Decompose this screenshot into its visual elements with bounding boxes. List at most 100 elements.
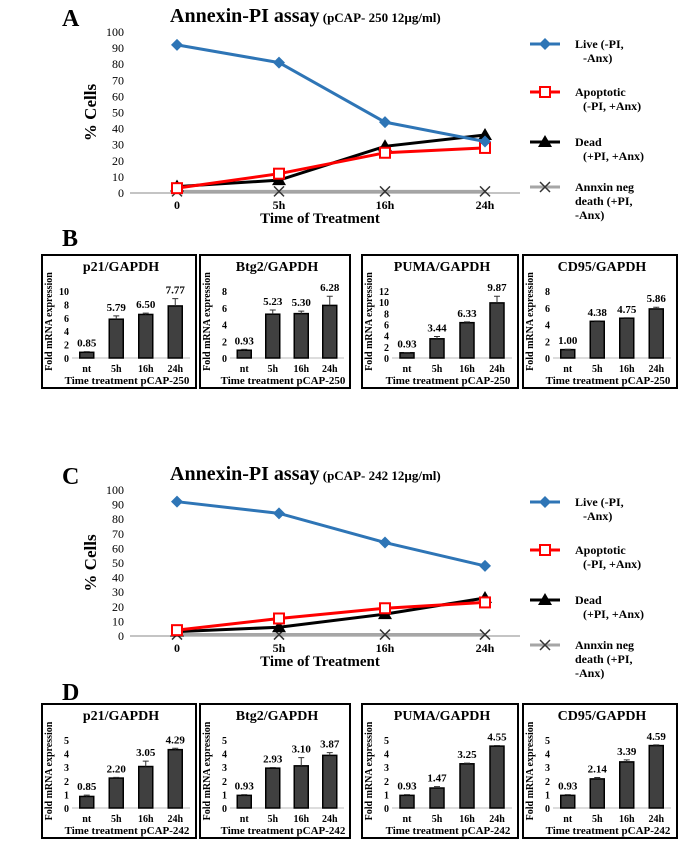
x-tick-label: nt (403, 814, 413, 825)
y-tick-label: 4 (64, 750, 69, 761)
data-label: 0.93 (397, 781, 417, 793)
legend-label: Apoptotic (575, 85, 626, 99)
y-tick-label: 1 (384, 790, 389, 801)
y-tick-label: 8 (545, 287, 550, 298)
error-bar (298, 310, 305, 314)
bar (138, 765, 154, 809)
x-tick-label: 5h (267, 364, 278, 375)
bar (399, 794, 415, 809)
x-tick-label: 5h (111, 364, 122, 375)
y-tick-label: 30 (112, 585, 124, 599)
y-tick-label: 30 (112, 138, 124, 152)
legend-label: (+PI, +Anx) (583, 607, 644, 621)
x-tick-label: nt (240, 814, 250, 825)
y-tick-label: 2 (64, 341, 69, 352)
x-tick-label: 5h (111, 814, 122, 825)
y-axis-label: Fold mRNA expression (525, 721, 536, 820)
y-tick-label: 3 (384, 763, 389, 774)
data-point (478, 128, 492, 141)
error-bar (241, 794, 248, 796)
panel-label: A (62, 6, 80, 32)
y-tick-label: 4 (222, 750, 227, 761)
y-tick-label: 70 (112, 73, 124, 87)
bar (648, 744, 664, 809)
data-point (379, 536, 391, 549)
data-point (273, 612, 285, 625)
error-bar (404, 794, 410, 796)
y-tick-label: 4 (222, 321, 227, 332)
bar-chart-title: p21/GAPDH (83, 709, 159, 724)
x-tick-label: 16h (619, 364, 635, 375)
bar (236, 349, 252, 359)
x-tick-label: 16h (459, 814, 475, 825)
x-tick-label: 24h (322, 814, 338, 825)
data-label: 0.85 (77, 781, 97, 793)
data-label: 0.93 (235, 335, 255, 347)
data-point (273, 507, 285, 520)
bar (560, 348, 576, 359)
x-tick-label: 24h (476, 641, 495, 655)
error-bar (172, 298, 179, 306)
x-tick-label: 5h (432, 364, 443, 375)
y-tick-label: 8 (222, 287, 227, 298)
y-tick-label: 90 (112, 498, 124, 512)
data-label: 6.28 (320, 282, 340, 294)
x-tick-label: nt (240, 364, 250, 375)
series-line-0 (176, 500, 486, 568)
bar (322, 754, 338, 809)
bar (167, 305, 183, 359)
error-bar (326, 295, 333, 306)
legend-label: Live (-PI, (575, 495, 624, 509)
x-tick-label: 24h (476, 198, 495, 212)
x-tick-label: 16h (138, 364, 154, 375)
bar (167, 748, 183, 809)
bar (399, 352, 415, 359)
error-bar (83, 794, 90, 797)
x-tick-label: 16h (459, 364, 475, 375)
error-bar (464, 321, 470, 323)
x-tick-label: 24h (322, 364, 338, 375)
bar (108, 318, 124, 359)
x-tick-label: 24h (167, 814, 183, 825)
x-tick-label: 16h (376, 198, 395, 212)
x-tick-label: nt (403, 364, 413, 375)
data-label: 6.50 (136, 299, 156, 311)
y-tick-label: 10 (112, 170, 124, 184)
legend-marker (539, 181, 551, 193)
bar (138, 313, 154, 359)
legend-marker (538, 593, 552, 605)
bar (265, 767, 281, 809)
y-tick-label: 2 (545, 777, 550, 788)
x-axis-label: Time treatment pCAP-242 (65, 825, 190, 837)
data-label: 3.44 (427, 323, 447, 335)
error-bar (298, 757, 305, 766)
x-tick-label: 16h (293, 814, 309, 825)
y-tick-label: 0 (384, 804, 389, 815)
data-point (379, 116, 391, 129)
y-tick-label: 50 (112, 556, 124, 570)
legend-label: -Anx) (583, 509, 612, 523)
chart-title: Annexin-PI assay (pCAP- 250 12µg/ml) (170, 5, 441, 27)
data-point (379, 602, 391, 615)
x-tick-label: 0 (174, 198, 180, 212)
legend-label: (-PI, +Anx) (583, 99, 641, 113)
y-tick-label: 1 (64, 790, 69, 801)
bar-chart-title: p21/GAPDH (83, 260, 159, 275)
bar-chart-title: CD95/GAPDH (558, 709, 647, 724)
error-bar (653, 306, 660, 309)
y-tick-label: 5 (222, 736, 227, 747)
data-label: 0.93 (397, 339, 417, 351)
y-tick-label: 4 (384, 332, 389, 343)
panel-label: D (62, 680, 79, 706)
y-tick-label: 4 (545, 750, 550, 761)
bar (108, 777, 124, 809)
y-tick-label: 0 (64, 354, 69, 365)
legend-label: Annxin neg (575, 638, 634, 652)
y-tick-label: 80 (112, 512, 124, 526)
data-label: 1.00 (558, 335, 578, 347)
bar (322, 304, 338, 359)
bar (489, 745, 505, 809)
data-label: 9.87 (487, 282, 507, 294)
data-label: 5.23 (263, 296, 283, 308)
